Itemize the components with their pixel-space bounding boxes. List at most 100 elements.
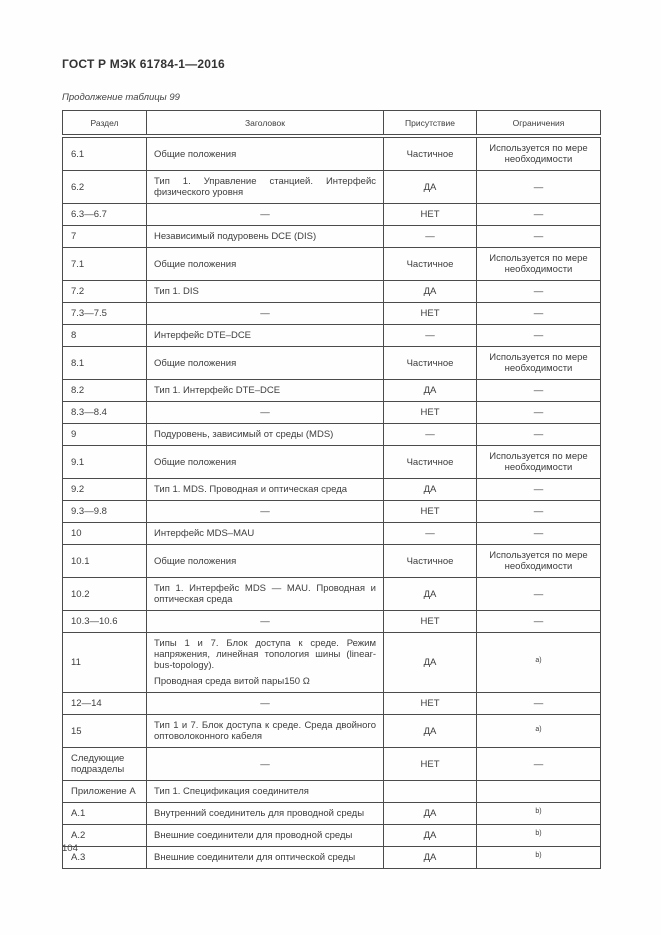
page-number: 104 [62,843,78,854]
heading-cell: — [146,401,384,424]
constraint-cell: a) [476,714,601,748]
section-cell: 6.2 [62,170,147,204]
heading-cell: Тип 1. Интерфейс DTE–DCE [146,379,384,402]
table-row: 10 Интерфейс MDS–MAU — — [62,522,601,545]
presence-cell: НЕТ [383,747,477,781]
table-row: 9.1 Общие положения Частичное Используется … [62,445,601,479]
section-cell: 6.3—6.7 [62,203,147,226]
constraint-cell: b) [476,846,601,869]
heading-cell: Тип 1. DIS [146,280,384,303]
constraint-cell: — [476,401,601,424]
table-row: 6.2 Тип 1. Управление станцией. Интерфейс… [62,170,601,204]
section-cell: 9.3—9.8 [62,500,147,523]
section-cell: 7.2 [62,280,147,303]
table-row: 7.3—7.5— НЕТ — [62,302,601,325]
section-cell: Приложение А [62,780,147,803]
presence-cell: ДА [383,714,477,748]
table-row: 8.1 Общие положения Частичное Используется … [62,346,601,380]
heading-cell: — [146,500,384,523]
constraint-cell: — [476,170,601,204]
constraint-cell: — [476,577,601,611]
section-cell: 11 [62,632,147,693]
section-cell: 7 [62,225,147,248]
document-title: ГОСТ Р МЭК 61784-1—2016 [62,57,225,71]
constraint-cell: b) [476,802,601,825]
presence-cell: ДА [383,846,477,869]
section-cell: 6.1 [62,135,147,171]
heading-cell: Внутренний соединитель для проводной сре… [146,802,384,825]
section-cell: 8 [62,324,147,347]
table-row: 10.3—10.6— НЕТ — [62,610,601,633]
table-row: 8 Интерфейс DTE–DCE — — [62,324,601,347]
table-row: 11 Типы 1 и 7. Блок доступа к среде. Режи… [62,632,601,693]
constraint-cell: — [476,225,601,248]
section-cell: 15 [62,714,147,748]
section-cell: 9.1 [62,445,147,479]
presence-cell: — [383,225,477,248]
heading-cell: Тип 1 и 7. Блок доступа к среде. Среда д… [146,714,384,748]
section-cell: 7.1 [62,247,147,281]
section-cell: 12—14 [62,692,147,715]
section-cell: 8.2 [62,379,147,402]
section-cell: 9 [62,423,147,446]
presence-cell: ДА [383,802,477,825]
table-row: 6.1 Общие положения Частичное Используется … [62,135,601,171]
constraint-cell: — [476,692,601,715]
heading-cell: Внешние соединители для оптической среды [146,846,384,869]
constraint-cell [476,780,601,803]
presence-cell: Частичное [383,135,477,171]
heading-cell: Общие положения [146,346,384,380]
presence-cell: ДА [383,280,477,303]
heading-cell: Интерфейс MDS–MAU [146,522,384,545]
presence-cell: Частичное [383,544,477,578]
constraint-cell: Используется по мере необходимости [476,544,601,578]
section-cell: 10.1 [62,544,147,578]
column-header-constraint: Ограничения [476,110,601,138]
heading-cell: Тип 1. Интерфейс MDS — MAU. Проводная и … [146,577,384,611]
constraint-cell: — [476,203,601,226]
table-row: 9.3—9.8— НЕТ — [62,500,601,523]
section-cell: 8.3—8.4 [62,401,147,424]
column-header-presence: Присутствие [383,110,477,138]
table-row: 8.2 Тип 1. Интерфейс DTE–DCE ДА — [62,379,601,402]
table-row: 10.2 Тип 1. Интерфейс MDS — MAU. Проводна… [62,577,601,611]
section-cell: 10.2 [62,577,147,611]
heading-cell: Интерфейс DTE–DCE [146,324,384,347]
heading-cell: Общие положения [146,247,384,281]
heading-cell: Независимый подуровень DCE (DIS) [146,225,384,248]
constraint-cell: — [476,478,601,501]
presence-cell: НЕТ [383,610,477,633]
heading-cell: — [146,610,384,633]
presence-cell: НЕТ [383,692,477,715]
table-row: 7.2 Тип 1. DIS ДА — [62,280,601,303]
presence-cell: ДА [383,170,477,204]
presence-cell: ДА [383,478,477,501]
continuation-table: Раздел Заголовок Присутствие Ограничения… [62,110,601,869]
constraint-cell: — [476,302,601,325]
heading-cell: — [146,302,384,325]
presence-cell: Частичное [383,445,477,479]
table-row: 15 Тип 1 и 7. Блок доступа к среде. Среда… [62,714,601,748]
heading-cell: Внешние соединители для проводной среды [146,824,384,847]
table-row: 9 Подуровень, зависимый от среды (MDS) — — [62,423,601,446]
table-row: 7 Независимый подуровень DCE (DIS) — — [62,225,601,248]
presence-cell: — [383,522,477,545]
section-cell: 10 [62,522,147,545]
presence-cell: Частичное [383,346,477,380]
heading-cell: — [146,747,384,781]
presence-cell: ДА [383,824,477,847]
table-caption: Продолжение таблицы 99 [62,92,180,103]
heading-cell: Тип 1. MDS. Проводная и оптическая среда [146,478,384,501]
heading-cell: — [146,203,384,226]
presence-cell: — [383,423,477,446]
heading-cell: Типы 1 и 7. Блок доступа к среде. Режим … [146,632,384,693]
presence-cell: ДА [383,632,477,693]
heading-cell: Общие положения [146,445,384,479]
table-row: 9.2 Тип 1. MDS. Проводная и оптическая ср… [62,478,601,501]
heading-cell: — [146,692,384,715]
heading-cell: Общие положения [146,544,384,578]
constraint-cell: — [476,423,601,446]
table-row: Приложение А Тип 1. Спецификация соединит… [62,780,601,803]
constraint-cell: b) [476,824,601,847]
